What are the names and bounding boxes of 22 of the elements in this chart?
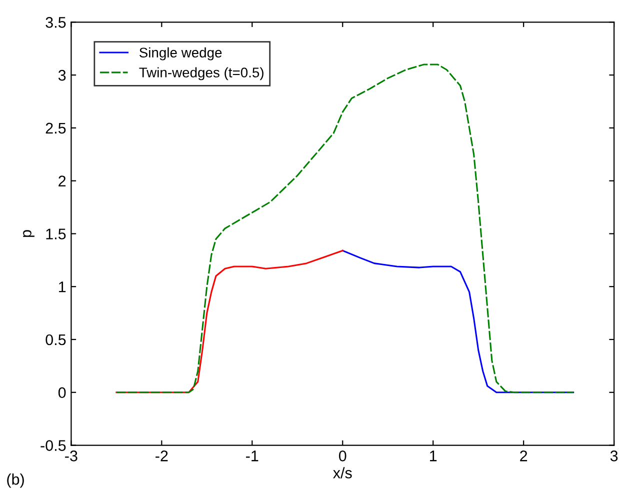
text: (b): [7, 474, 24, 488]
y-tick-label: -0.5: [40, 440, 66, 451]
y-tick-label: 3: [58, 70, 66, 81]
y-tick-label: 3.5: [46, 17, 66, 28]
x-tick-label: -1: [246, 450, 258, 462]
x-tick-label: 2: [520, 450, 528, 462]
x-tick-label: -3: [65, 450, 78, 462]
x-tick-label: 3: [610, 450, 618, 462]
x-tick-label: -2: [156, 450, 168, 462]
y-tick-label: 0: [58, 387, 66, 398]
line-series: [116, 64, 574, 394]
y-tick-label: 0.5: [46, 334, 66, 346]
y-tick-label: 2: [58, 176, 66, 186]
x-axis-title: x/s: [333, 467, 352, 478]
x-tick-label: 0: [338, 450, 346, 462]
y-tick-label: 1.5: [46, 228, 66, 240]
x-tick-label: 1: [430, 450, 437, 462]
legend-label: Twin-wedges (t=0.5): [139, 67, 264, 80]
y-tick-label: 2.5: [46, 122, 66, 134]
legend-label: Single wedge: [139, 47, 222, 60]
y-axis-title: p: [23, 230, 34, 237]
y-tick-label: 1: [58, 282, 66, 292]
